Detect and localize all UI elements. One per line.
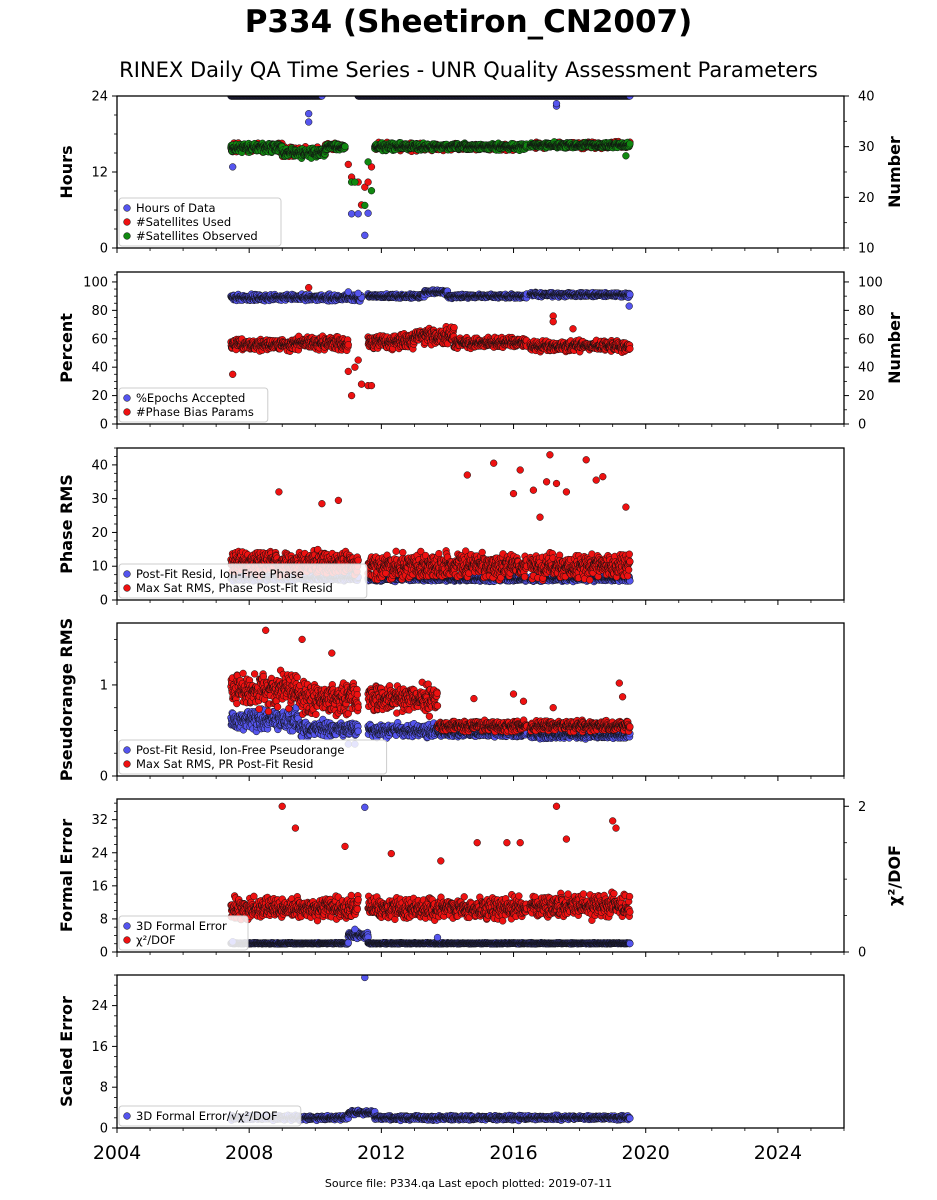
data-point xyxy=(318,96,326,100)
y-tick-label: 0 xyxy=(100,242,108,257)
outlier-point xyxy=(361,183,369,191)
outlier-point xyxy=(552,99,561,108)
y2-axis-label: Number xyxy=(885,136,904,208)
outlier-point xyxy=(305,110,313,118)
data-point xyxy=(626,140,634,148)
y2-tick-label: 30 xyxy=(858,140,875,155)
outlier-point xyxy=(622,152,630,160)
outlier-point xyxy=(361,201,369,210)
legend: Hours of Data#Satellites Used#Satellites… xyxy=(118,197,282,247)
y-axis-label: Hours xyxy=(57,145,76,198)
outlier-point xyxy=(364,209,372,217)
outlier-point xyxy=(367,163,376,171)
panel-points xyxy=(227,283,634,400)
figure-title: P334 (Sheetiron_CN2007) xyxy=(244,4,693,40)
outlier-point xyxy=(344,160,352,169)
data-point xyxy=(626,96,634,100)
legend-marker xyxy=(123,218,131,226)
legend-label: #Satellites Used xyxy=(136,215,231,229)
outlier-point xyxy=(351,178,359,186)
series-1 xyxy=(227,286,634,310)
data-point xyxy=(341,142,349,151)
outlier-point xyxy=(364,158,372,166)
panel-points xyxy=(227,96,634,239)
y2-tick-label: 40 xyxy=(858,90,875,105)
outlier-point xyxy=(364,178,372,186)
y2-tick-label: 20 xyxy=(858,191,875,206)
y-tick-label: 24 xyxy=(91,90,108,105)
legend-label: #Satellites Observed xyxy=(136,229,258,243)
y-tick-label: 12 xyxy=(91,166,108,181)
legend-label: Hours of Data xyxy=(136,201,216,215)
y2-tick-label: 10 xyxy=(858,242,875,257)
outlier-point xyxy=(305,118,313,126)
panel-2: 020406080100Percent020406080100Number%Ep… xyxy=(57,271,904,433)
outlier-point xyxy=(347,210,356,218)
legend-marker xyxy=(123,204,131,212)
series-1 xyxy=(227,96,634,239)
legend-marker xyxy=(123,232,131,240)
series-3 xyxy=(227,138,634,210)
outlier-point xyxy=(361,231,369,239)
outlier-point xyxy=(229,163,237,171)
figure-subtitle: RINEX Daily QA Time Series - UNR Quality… xyxy=(119,58,818,82)
outlier-point xyxy=(367,187,376,195)
outlier-point xyxy=(354,210,362,218)
